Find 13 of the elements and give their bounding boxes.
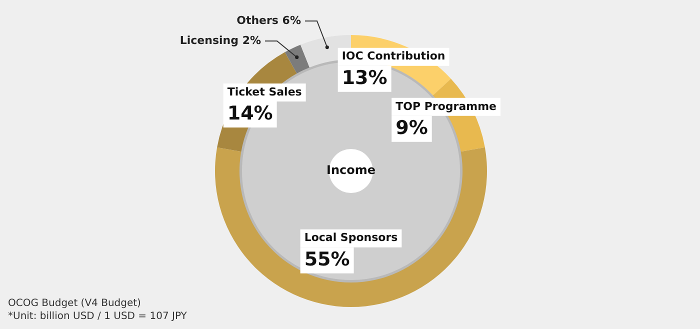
slice-label: Licensing 2%: [180, 34, 261, 47]
slice-label: Local Sponsors: [304, 231, 398, 244]
text: OCOG Budget (V4 Budget): [8, 297, 142, 310]
slice-label: TOP Programme: [396, 100, 497, 113]
data-label: 14%: [227, 102, 273, 124]
slice-label: Ticket Sales: [227, 85, 302, 98]
slice-label: IOC Contribution: [342, 50, 446, 63]
data-label: 9%: [396, 116, 428, 139]
slice-label: Others 6%: [236, 14, 301, 27]
text: Income: [326, 163, 376, 178]
text: *Unit: billion USD / 1 USD = 107 JPY: [8, 310, 187, 323]
data-label: 55%: [304, 248, 350, 270]
data-label: 13%: [342, 66, 388, 89]
